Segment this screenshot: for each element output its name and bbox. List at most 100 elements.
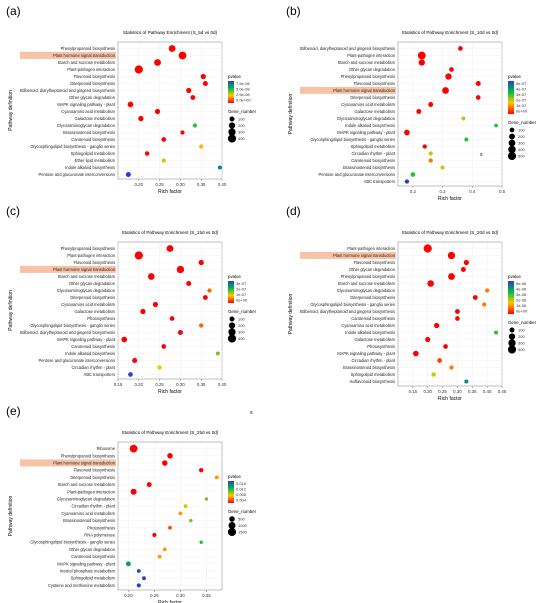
data-point bbox=[455, 309, 460, 314]
pathway-label: Pentose and glucuronate interconversions bbox=[39, 172, 115, 177]
pathway-label: Carotenoid biosynthesis bbox=[71, 554, 115, 559]
data-point bbox=[404, 129, 410, 136]
pathway-label: Plant-pathogen interaction bbox=[67, 67, 116, 72]
size-legend-label: 200 bbox=[238, 123, 245, 128]
pathway-label: Brassinosteroid biosynthesis bbox=[343, 365, 395, 370]
pathway-label: Brassinosteroid biosynthesis bbox=[63, 518, 115, 523]
pathway-label: Indole alkaloid biosynthesis bbox=[65, 351, 115, 356]
data-point bbox=[168, 45, 176, 52]
size-legend-point bbox=[507, 151, 517, 161]
x-tick-label: 0.15 bbox=[114, 382, 123, 387]
size-legend-point bbox=[228, 122, 236, 129]
data-point bbox=[147, 273, 155, 280]
data-point bbox=[200, 73, 206, 80]
data-point bbox=[443, 344, 448, 349]
size-legend-label: 400 bbox=[238, 336, 245, 341]
size-legend-label: 400 bbox=[238, 136, 245, 141]
pathway-label: Diterpenoid biosynthesis bbox=[70, 295, 115, 300]
pathway-label: Circadian rhythm - plant bbox=[72, 365, 116, 370]
data-point bbox=[162, 460, 168, 466]
data-point bbox=[157, 554, 162, 559]
pathway-label: Cysteine and methionine metabolism bbox=[48, 583, 116, 588]
pathway-label: Glycosaminoglycan degradation bbox=[337, 288, 396, 293]
size-legend-title: Gene_number bbox=[228, 309, 257, 314]
pathway-label: Other glycan degradation bbox=[69, 281, 116, 286]
x-tick-label: 0.20 bbox=[423, 389, 432, 394]
x-tick-label: 0.35 bbox=[197, 182, 206, 187]
size-legend-point bbox=[509, 327, 515, 333]
pvalue-legend-label: 1e-06 bbox=[516, 303, 527, 308]
data-point bbox=[214, 475, 219, 480]
data-point bbox=[423, 244, 432, 253]
pvalue-legend-label: 0.016 bbox=[236, 481, 247, 486]
size-legend-point bbox=[508, 333, 516, 340]
pvalue-legend-label: 0e+00 bbox=[516, 109, 528, 114]
x-tick-label: 0.45 bbox=[498, 389, 507, 394]
x-tick-label: 0.20 bbox=[124, 593, 133, 598]
data-point bbox=[121, 336, 128, 343]
data-point bbox=[168, 525, 172, 530]
highlight-box bbox=[300, 86, 396, 94]
size-legend-point bbox=[507, 345, 517, 354]
size-legend-point bbox=[509, 133, 515, 140]
plot-area bbox=[397, 41, 503, 187]
chart-title: Statistics of Pathway Enrichment (S_5d v… bbox=[123, 30, 218, 35]
pathway-label: Carotenoid biosynthesis bbox=[71, 344, 115, 349]
data-point bbox=[494, 123, 498, 128]
data-point bbox=[434, 322, 440, 329]
data-point bbox=[202, 81, 208, 86]
pathway-label: Flavonoid biosynthesis bbox=[74, 74, 115, 79]
data-point bbox=[448, 273, 455, 280]
stray-mark: s bbox=[250, 410, 253, 416]
pathway-label: Plant hormone signal transduction bbox=[53, 461, 116, 466]
x-tick-label: 0.35 bbox=[468, 389, 477, 394]
data-point bbox=[190, 95, 196, 100]
data-point bbox=[442, 87, 449, 94]
data-point bbox=[152, 532, 157, 538]
pathway-label: Plant hormone signal transduction bbox=[333, 253, 396, 258]
pathway-label: Diterpenoid biosynthesis bbox=[70, 475, 115, 480]
pathway-label: Cyanoamino acid metabolism bbox=[61, 109, 115, 114]
data-point bbox=[176, 265, 185, 274]
data-point bbox=[167, 453, 173, 459]
data-point bbox=[161, 344, 167, 349]
data-point bbox=[177, 330, 183, 335]
pvalue-colorbar bbox=[228, 481, 234, 503]
x-tick-label: 0.3 bbox=[440, 189, 447, 194]
pathway-label: Photosynthesis bbox=[87, 316, 115, 321]
panel-c: (c) Statistics of Pathway Enrichment (S_1… bbox=[0, 200, 270, 400]
pvalue-legend-label: 7.5e-08 bbox=[236, 81, 250, 86]
data-point bbox=[445, 73, 452, 80]
pathway-label: Isoflavonoid biosynthesis bbox=[349, 379, 395, 384]
pvalue-legend-label: 5e-06 bbox=[516, 281, 527, 286]
pathway-label: Plant-pathogen interaction bbox=[67, 253, 116, 258]
size-legend-point bbox=[509, 127, 515, 133]
pathway-label: MAPK signaling pathway - plant bbox=[57, 561, 116, 566]
x-tick-label: 0.30 bbox=[176, 593, 185, 598]
pathway-label: Ether lipid metabolism bbox=[75, 158, 116, 163]
x-tick-label: 0.35 bbox=[202, 593, 211, 598]
pathway-label: Galactose metabolism bbox=[75, 309, 116, 314]
pathway-label: Pentose and glucuronate interconversions bbox=[319, 172, 395, 177]
x-axis-label: Rich factor bbox=[438, 396, 462, 400]
data-point bbox=[410, 172, 416, 177]
size-legend-label: 200 bbox=[518, 334, 525, 339]
data-point bbox=[416, 109, 422, 114]
data-point bbox=[136, 569, 141, 573]
pathway-label: Plant-pathogen interaction bbox=[347, 246, 396, 251]
data-point bbox=[154, 108, 161, 115]
chart-title: Statistics of Pathway Enrichment (S_15d … bbox=[122, 230, 219, 235]
panel-e: (e) Statistics of Pathway Enrichment (S_2… bbox=[0, 400, 270, 603]
data-point bbox=[146, 482, 152, 488]
pathway-label: Cyanoamino acid metabolism bbox=[341, 102, 395, 107]
pathway-label: Flavonoid biosynthesis bbox=[354, 81, 395, 86]
pathway-label: Phenylpropanoid biosynthesis bbox=[341, 274, 395, 279]
size-legend-point bbox=[229, 116, 235, 122]
data-point bbox=[472, 295, 478, 300]
data-point bbox=[169, 316, 175, 321]
size-legend-label: 300 bbox=[238, 130, 245, 135]
pvalue-legend-label: 0.004 bbox=[236, 498, 247, 503]
data-point bbox=[437, 358, 442, 363]
enrichment-chart: Statistics of Pathway Enrichment (S_5d v… bbox=[8, 30, 257, 195]
y-axis-label: Pathway definition bbox=[8, 495, 14, 536]
